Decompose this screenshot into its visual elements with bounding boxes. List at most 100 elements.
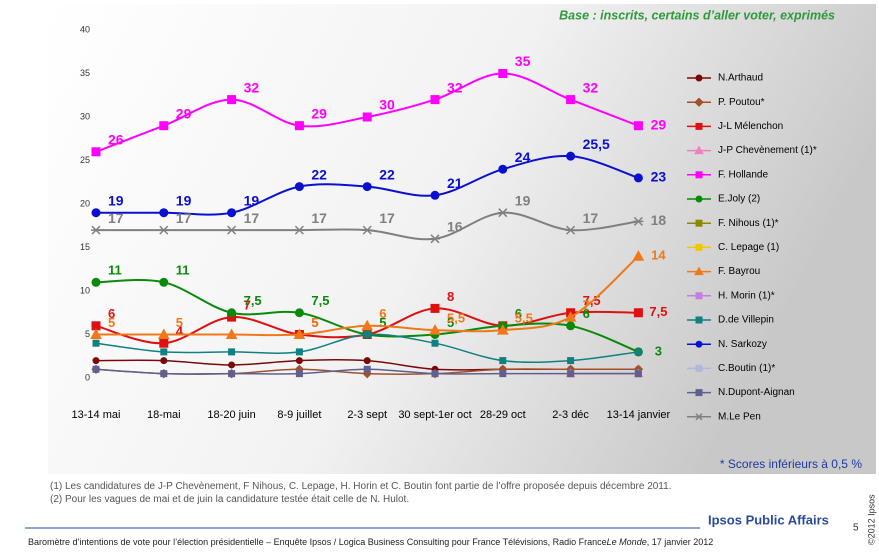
footer-text: Baromètre d’intentions de vote pour l’él… — [28, 537, 607, 547]
data-label: 29 — [651, 116, 667, 132]
legend-label: E.Joly (2) — [718, 194, 760, 205]
data-label: 5 — [311, 315, 318, 330]
data-point — [498, 164, 508, 174]
data-point — [228, 370, 236, 378]
data-point — [92, 339, 100, 347]
data-point — [294, 308, 304, 318]
data-label: 26 — [108, 132, 124, 148]
legend-label: J-P Chevènement (1)* — [718, 145, 817, 156]
data-point — [294, 121, 304, 131]
data-label: 17 — [108, 210, 124, 226]
data-label: 7,5 — [649, 304, 667, 319]
legend-label: C.Boutin (1)* — [718, 363, 775, 374]
data-label: 19 — [244, 192, 260, 208]
data-label: 17 — [311, 210, 327, 226]
data-point — [157, 328, 170, 339]
data-point — [92, 365, 100, 373]
y-tick-label: 20 — [80, 198, 90, 208]
data-point — [160, 348, 168, 356]
data-point — [496, 324, 509, 335]
data-point — [159, 121, 169, 131]
data-label: 5,5 — [515, 311, 533, 326]
data-point — [567, 370, 575, 378]
data-point — [497, 208, 508, 218]
data-point — [91, 147, 101, 157]
data-point — [91, 225, 101, 235]
legend-marker — [695, 74, 703, 82]
data-label: 32 — [244, 79, 260, 95]
y-tick-label: 35 — [80, 68, 90, 78]
legend-label: H. Morin (1)* — [718, 290, 775, 301]
data-label: 22 — [311, 166, 327, 182]
data-point — [430, 303, 440, 313]
legend-marker — [695, 195, 703, 203]
data-label: 5 — [108, 315, 115, 330]
data-point — [429, 324, 441, 335]
data-point — [363, 365, 371, 373]
data-label: 29 — [311, 105, 327, 121]
data-label: 6 — [379, 306, 386, 321]
y-tick-label: 15 — [80, 242, 90, 252]
data-point — [228, 361, 236, 369]
data-label: 29 — [176, 105, 192, 121]
data-label: 11 — [108, 263, 122, 278]
data-point — [633, 308, 643, 318]
legend-marker — [695, 340, 703, 348]
footnote: (1) Les candidatures de J-P Chevènement,… — [50, 481, 672, 492]
legend-label: F. Nihous (1)* — [718, 218, 779, 229]
legend-marker — [695, 389, 703, 397]
data-point — [361, 319, 374, 331]
data-point — [430, 234, 440, 244]
footer-text: Le Monde — [607, 537, 647, 547]
data-label: 11 — [176, 263, 190, 278]
data-label: 14 — [651, 248, 666, 263]
data-label: 25,5 — [583, 136, 610, 152]
data-label: 23 — [651, 169, 667, 185]
data-point — [362, 182, 372, 192]
data-point — [632, 250, 645, 261]
data-point — [294, 182, 304, 192]
data-point — [430, 95, 440, 105]
data-label: 8 — [447, 289, 454, 304]
data-point — [362, 112, 372, 122]
x-tick-label: 13-14 janvier — [606, 409, 671, 421]
data-point — [363, 357, 371, 365]
legend-marker — [694, 97, 704, 107]
footer-text: , 17 janvier 2012 — [647, 537, 714, 547]
data-point — [499, 357, 507, 365]
data-label: 19 — [515, 192, 531, 208]
data-point — [295, 357, 303, 365]
x-tick-label: 18-20 juin — [207, 409, 256, 421]
x-tick-label: 18-mai — [146, 409, 181, 421]
data-point — [633, 121, 643, 131]
legend-label: F. Hollande — [718, 169, 768, 180]
legend-label: P. Poutou* — [718, 97, 765, 108]
data-point — [566, 321, 576, 331]
legend-marker — [695, 219, 703, 227]
y-tick-label: 5 — [85, 329, 90, 339]
footnote: (2) Pour les vagues de mai et de juin la… — [50, 494, 410, 505]
x-tick-label: 28-29 oct — [479, 409, 526, 421]
data-label: 18 — [651, 212, 667, 228]
data-label: 17 — [244, 210, 260, 226]
data-label: 24 — [515, 149, 531, 165]
data-point — [91, 277, 101, 287]
data-label: 16 — [447, 219, 463, 235]
data-label: 22 — [379, 166, 395, 182]
x-tick-label: 30 sept-1er oct — [398, 409, 472, 421]
data-label: 5 — [447, 315, 454, 330]
data-label: 21 — [447, 175, 463, 191]
data-point — [498, 69, 508, 78]
data-point — [566, 151, 576, 161]
data-label: 5 — [176, 315, 183, 330]
data-label: 32 — [583, 79, 599, 95]
brand: Ipsos Public Affairs — [708, 512, 829, 527]
data-point — [431, 339, 439, 347]
data-point — [565, 225, 576, 235]
data-label: 3 — [655, 343, 662, 358]
data-point — [566, 95, 576, 105]
data-point — [430, 190, 440, 200]
page-number: 5 — [853, 523, 859, 534]
